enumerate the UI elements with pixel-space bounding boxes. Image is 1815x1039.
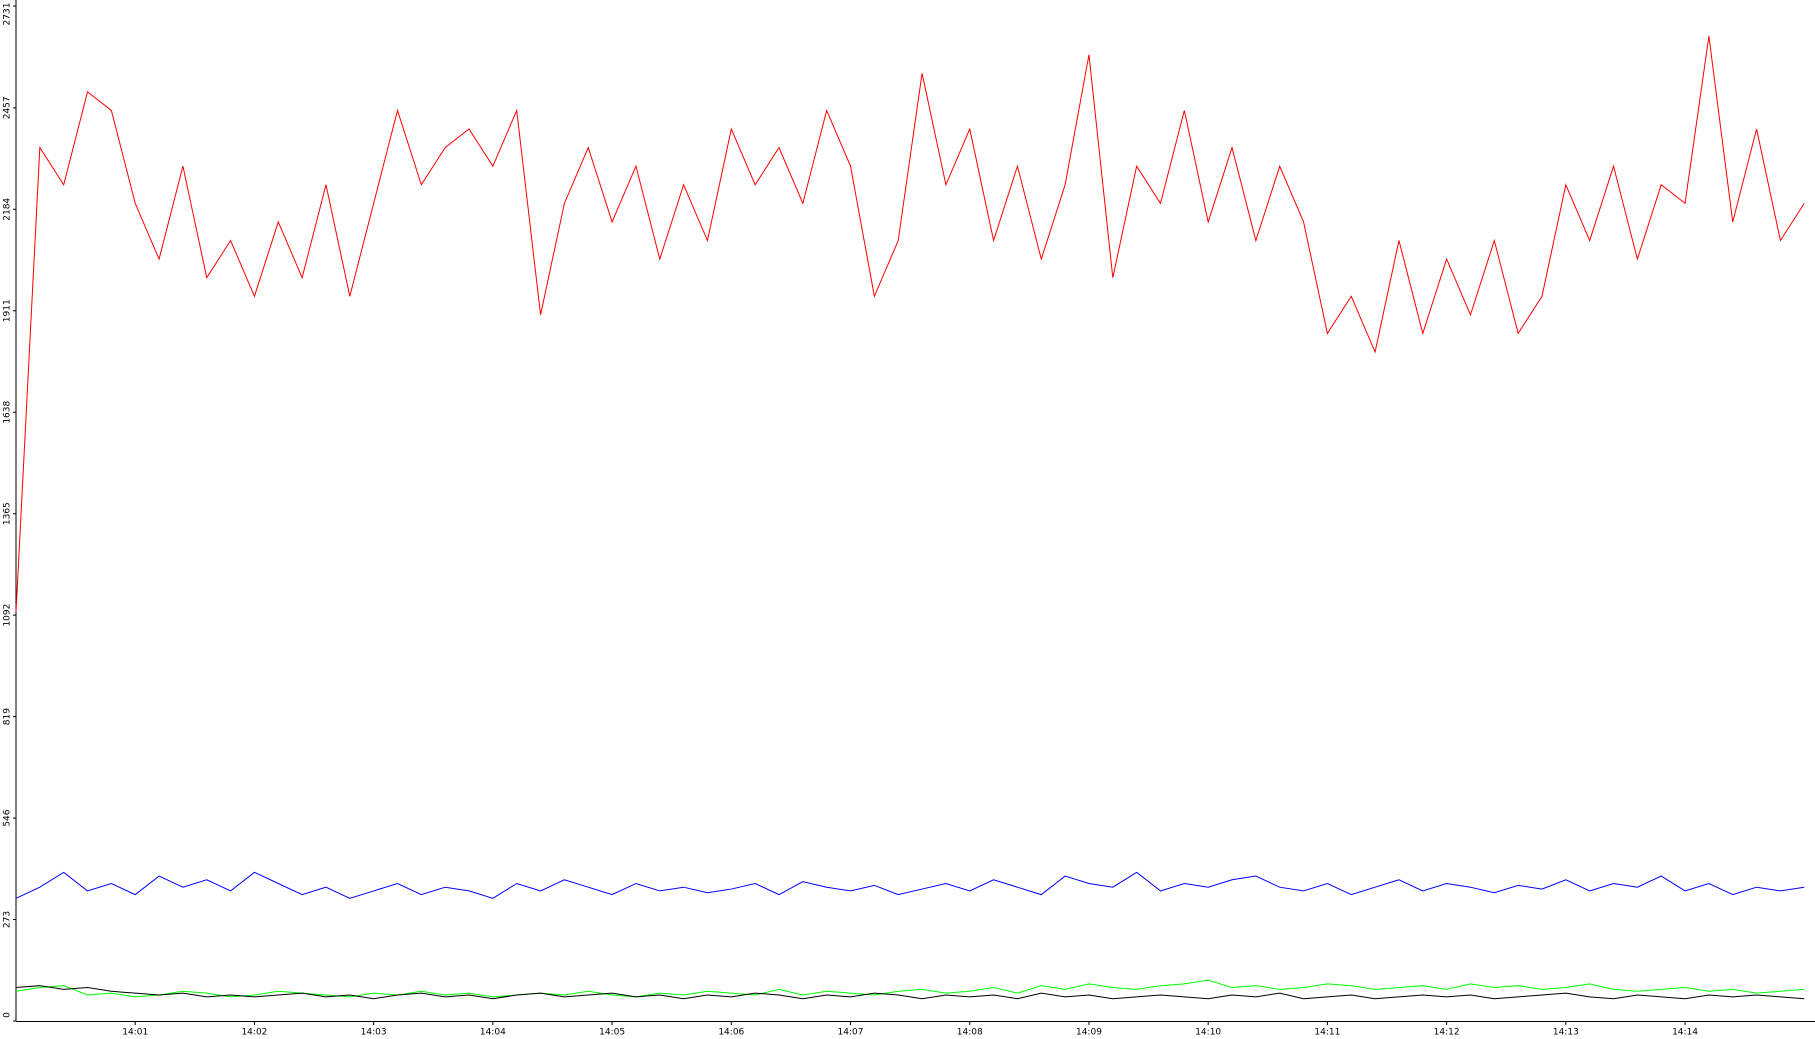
y-tick-label: 1638 bbox=[3, 400, 13, 423]
y-tick-label: 1911 bbox=[3, 299, 13, 322]
x-tick-label: 14:05 bbox=[599, 1028, 625, 1038]
y-tick-label: 1365 bbox=[3, 502, 13, 525]
x-tick-label: 14:06 bbox=[718, 1028, 744, 1038]
x-tick-label: 14:13 bbox=[1553, 1028, 1579, 1038]
y-tick-label: 273 bbox=[3, 911, 13, 928]
x-tick-label: 14:11 bbox=[1314, 1028, 1340, 1038]
x-tick-label: 14:02 bbox=[241, 1028, 267, 1038]
y-tick-label: 2184 bbox=[3, 198, 13, 221]
x-tick-label: 14:14 bbox=[1672, 1028, 1698, 1038]
x-tick-label: 14:12 bbox=[1434, 1028, 1460, 1038]
series-line bbox=[15, 985, 1805, 1000]
y-tick-label: 546 bbox=[3, 809, 13, 826]
y-tick-label: 819 bbox=[3, 708, 13, 725]
x-tick-label: 14:03 bbox=[361, 1028, 387, 1038]
series-line bbox=[15, 871, 1805, 899]
x-tick-label: 14:04 bbox=[480, 1028, 506, 1038]
y-tick-label: 0 bbox=[3, 1012, 13, 1018]
x-tick-label: 14:10 bbox=[1195, 1028, 1221, 1038]
series-line bbox=[15, 36, 1805, 613]
x-tick-label: 14:08 bbox=[957, 1028, 983, 1038]
x-tick-label: 14:01 bbox=[122, 1028, 148, 1038]
x-tick-label: 14:07 bbox=[838, 1028, 864, 1038]
x-tick-label: 14:09 bbox=[1076, 1028, 1102, 1038]
y-tick-label: 2731 bbox=[3, 3, 13, 26]
series-line bbox=[15, 979, 1805, 998]
y-tick-label: 2457 bbox=[3, 96, 13, 119]
y-tick-label: 1092 bbox=[3, 604, 13, 627]
